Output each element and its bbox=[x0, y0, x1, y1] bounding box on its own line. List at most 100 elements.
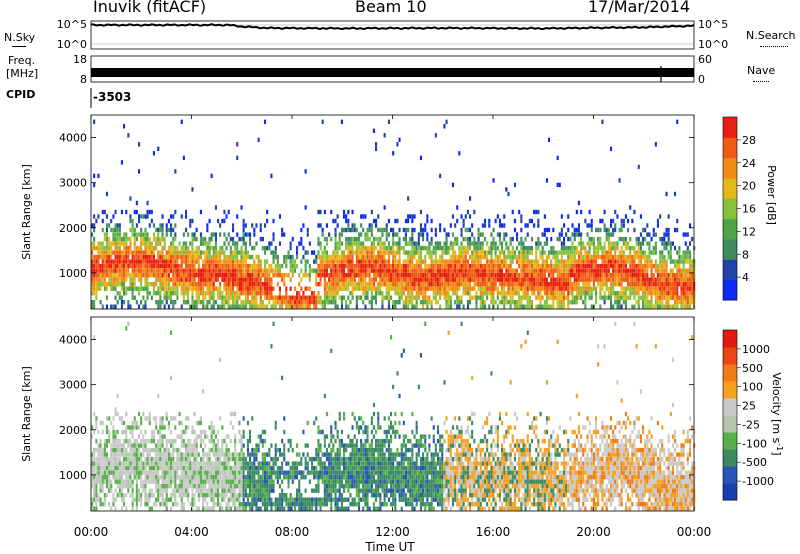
heatmap-cell bbox=[404, 232, 407, 237]
heatmap-cell bbox=[208, 218, 211, 224]
heatmap-cell bbox=[219, 282, 222, 287]
heatmap-cell bbox=[577, 263, 580, 269]
heatmap-cell bbox=[180, 420, 183, 426]
heatmap-cell bbox=[385, 282, 388, 287]
heatmap-cell bbox=[187, 263, 190, 269]
heatmap-cell bbox=[355, 259, 358, 264]
heatmap-cell bbox=[185, 470, 188, 475]
heatmap-cell bbox=[447, 268, 450, 273]
heatmap-cell bbox=[214, 443, 217, 448]
heatmap-cell bbox=[232, 484, 235, 489]
heatmap-cell bbox=[610, 286, 613, 291]
heatmap-cell bbox=[323, 273, 326, 278]
heatmap-cell bbox=[229, 263, 232, 269]
heatmap-cell bbox=[680, 254, 683, 260]
heatmap-cell bbox=[152, 273, 155, 278]
heatmap-cell bbox=[206, 304, 209, 309]
heatmap-cell bbox=[635, 277, 638, 282]
heatmap-cell bbox=[656, 295, 659, 300]
heatmap-cell bbox=[671, 241, 674, 246]
heatmap-cell bbox=[159, 259, 162, 264]
heatmap-cell bbox=[678, 245, 681, 251]
heatmap-cell bbox=[95, 259, 98, 264]
heatmap-cell bbox=[172, 304, 175, 309]
heatmap-cell bbox=[210, 429, 213, 435]
heatmap-cell bbox=[347, 277, 350, 282]
heatmap-cell bbox=[206, 241, 209, 246]
heatmap-cell bbox=[155, 420, 158, 426]
heatmap-cell bbox=[541, 286, 544, 291]
heatmap-cell bbox=[152, 456, 155, 462]
heatmap-cell bbox=[148, 456, 151, 462]
heatmap-cell bbox=[238, 236, 241, 242]
heatmap-cell bbox=[208, 484, 211, 489]
heatmap-cell bbox=[264, 304, 267, 309]
heatmap-cell bbox=[475, 254, 478, 260]
heatmap-cell bbox=[620, 291, 623, 296]
heatmap-cell bbox=[413, 263, 416, 269]
heatmap-cell bbox=[103, 245, 106, 251]
heatmap-cell bbox=[650, 250, 653, 255]
heatmap-cell bbox=[165, 273, 168, 278]
heatmap-cell bbox=[140, 214, 143, 219]
heatmap-cell bbox=[556, 259, 559, 264]
heatmap-cell bbox=[210, 506, 213, 511]
heatmap-cell bbox=[616, 304, 619, 309]
heatmap-cell bbox=[120, 461, 123, 466]
heatmap-cell bbox=[618, 227, 621, 233]
heatmap-cell bbox=[552, 300, 555, 305]
heatmap-cell bbox=[246, 263, 249, 269]
heatmap-cell bbox=[210, 434, 213, 439]
heatmap-cell bbox=[105, 295, 108, 300]
heatmap-cell bbox=[227, 273, 230, 278]
heatmap-cell bbox=[172, 488, 175, 493]
heatmap-cell bbox=[633, 268, 636, 273]
heatmap-cell bbox=[411, 214, 414, 219]
heatmap-cell bbox=[586, 273, 589, 278]
heatmap-cell bbox=[524, 286, 527, 291]
heatmap-cell bbox=[652, 227, 655, 233]
heatmap-cell bbox=[298, 282, 301, 287]
heatmap-cell bbox=[197, 268, 200, 273]
heatmap-cell bbox=[325, 268, 328, 273]
heatmap-cell bbox=[537, 241, 540, 246]
heatmap-cell bbox=[264, 291, 267, 296]
heatmap-cell bbox=[682, 282, 685, 287]
heatmap-cell bbox=[573, 273, 576, 278]
heatmap-cell bbox=[642, 254, 645, 260]
heatmap-cell bbox=[182, 245, 185, 251]
heatmap-cell bbox=[394, 300, 397, 305]
heatmap-cell bbox=[383, 277, 386, 282]
heatmap-cell bbox=[597, 263, 600, 269]
heatmap-cell bbox=[545, 286, 548, 291]
heatmap-cell bbox=[484, 304, 487, 309]
heatmap-cell bbox=[174, 470, 177, 475]
heatmap-cell bbox=[456, 241, 459, 246]
heatmap-cell bbox=[97, 254, 100, 260]
heatmap-cell bbox=[671, 304, 674, 309]
heatmap-cell bbox=[577, 232, 580, 237]
heatmap-cell bbox=[599, 282, 602, 287]
heatmap-cell bbox=[387, 282, 390, 287]
colorbar-segment bbox=[723, 279, 737, 301]
heatmap-cell bbox=[176, 434, 179, 439]
heatmap-cell bbox=[123, 291, 126, 296]
heatmap-cell bbox=[242, 304, 245, 309]
heatmap-cell bbox=[208, 245, 211, 251]
heatmap-cell bbox=[219, 259, 222, 264]
heatmap-cell bbox=[120, 420, 123, 426]
heatmap-cell bbox=[234, 245, 237, 251]
heatmap-cell bbox=[381, 245, 384, 251]
heatmap-cell bbox=[543, 273, 546, 278]
heatmap-cell bbox=[208, 254, 211, 260]
heatmap-cell bbox=[580, 295, 583, 300]
heatmap-cell bbox=[214, 452, 217, 457]
heatmap-cell bbox=[127, 425, 130, 430]
heatmap-cell bbox=[193, 429, 196, 435]
heatmap-cell bbox=[189, 259, 192, 264]
heatmap-cell bbox=[624, 291, 627, 296]
heatmap-cell bbox=[193, 447, 196, 453]
heatmap-cell bbox=[199, 416, 202, 421]
heatmap-cell bbox=[146, 232, 149, 237]
heatmap-cell bbox=[95, 465, 98, 471]
